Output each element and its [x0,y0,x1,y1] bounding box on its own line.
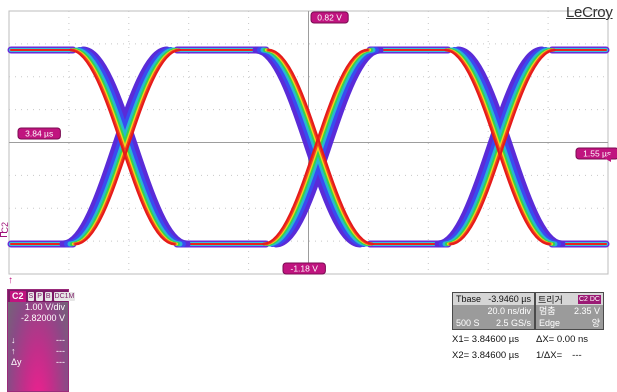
time-per-div: 20.0 ns/div [487,306,531,316]
eye-rising-edge-trace [450,49,556,245]
up-arrow-icon: ↑ [11,346,16,356]
offset-value: -2.82000 V [20,313,65,323]
channel-arrow-icon: ↑ [8,275,13,286]
trigger-slope: 양 [591,318,600,328]
volts-per-div: 1.00 V/div [24,302,65,312]
cursor-inverse-delta-x-label: 1/ΔX= [536,350,563,361]
delta-y-icon: Δy [11,357,22,367]
trigger-title: 트리거 [538,294,563,305]
eye-falling-edge-trace [444,49,550,245]
oscilloscope-screen[interactable]: 0.82 V -1.18 V 3.84 µs 1.55 µs [0,0,617,276]
trigger-mode: 멈춤 [539,306,556,316]
eye-falling-edge-trace [252,46,364,248]
bottom-marker-tag[interactable]: -1.18 V [290,264,318,274]
timebase-title: Tbase [456,294,482,304]
eye-diagram-traces [7,46,610,248]
readout-value: --- [56,335,65,345]
readout-row-2: ↑ --- [8,346,68,357]
eye-rising-edge-trace [59,46,171,248]
lecroy-logo: LeCroy [566,4,613,21]
left-marker-tag[interactable]: 3.84 µs [25,129,53,139]
sample-count: 500 S [456,318,480,328]
cursor-inverse-delta-x-value: --- [572,350,582,361]
sample-rate: 2.5 GS/s [495,318,531,328]
channel-2-descriptor[interactable]: C2 S P B DC1M 1.00 V/div -2.82000 V ↓ --… [7,289,76,392]
eye-rising-edge-trace [434,46,546,248]
trigger-source-badge: C2 DC [577,294,601,304]
timebase-descriptor[interactable]: Tbase -3.9460 µs 20.0 ns/div 500 S 2.5 G… [452,292,535,330]
eye-falling-edge-trace [79,46,191,248]
eye-falling-edge-trace [69,49,175,245]
timebase-delay: -3.9460 µs [488,294,531,304]
badge-s: S [27,291,35,301]
readout-value: --- [56,357,65,367]
readout-row-3: Δy --- [8,357,68,368]
eye-rising-edge-trace [75,49,181,245]
cursor-x2: X2= 3.84600 µs [452,350,520,361]
badge-coupling: DC1M [53,291,76,301]
readout-row-1: ↓ --- [8,335,68,346]
badge-b: B [44,291,52,301]
trigger-level-marker[interactable] [604,154,611,162]
eye-falling-edge-trace [454,46,566,248]
right-marker-tag[interactable]: 1.55 µs [583,149,611,159]
left-marker-tag-box[interactable] [17,127,61,140]
trigger-descriptor[interactable]: 트리거 C2 DC 멈춤 2.35 V Edge 양 [535,292,604,330]
cursor-delta-x: ΔX= 0.00 ns [536,334,589,345]
trigger-level: 2.35 V [573,306,600,316]
cursor-x1: X1= 3.84600 µs [452,334,520,345]
badge-p: P [36,291,43,301]
eye-falling-edge-trace [268,49,374,245]
cursor-readout: X1= 3.84600 µs ΔX= 0.00 ns X2= 3.84600 µ… [452,332,612,364]
top-marker-tag[interactable]: 0.82 V [317,13,342,23]
eye-rising-edge-trace [262,49,368,245]
top-marker-tag-box[interactable] [310,11,349,24]
channel-label: C2 [10,290,26,302]
eye-rising-edge-trace [272,46,384,248]
bottom-marker-tag-box[interactable] [282,262,326,275]
readout-value: --- [56,346,65,356]
trigger-type: Edge [539,318,561,328]
ground-level-marker[interactable] [0,232,7,237]
down-arrow-icon: ↓ [11,335,16,345]
